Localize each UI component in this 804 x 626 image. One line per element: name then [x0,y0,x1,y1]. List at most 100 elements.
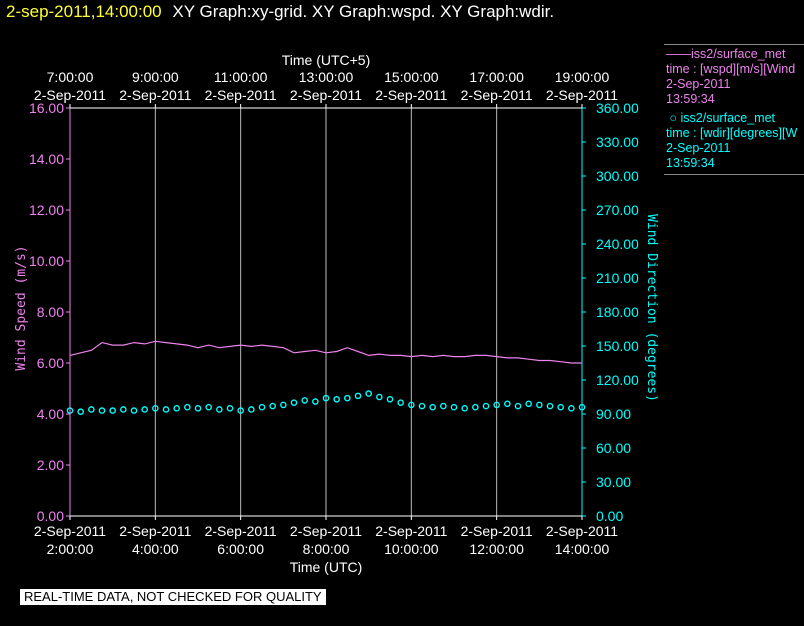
wind-direction-series [66,390,586,416]
left-tick-label: 0.00 [37,508,64,524]
right-tick-label: 300.00 [596,168,639,184]
bottom-tick-date: 2-Sep-2011 [546,523,618,539]
wind-direction-point [130,407,138,414]
wind-direction-point [333,395,340,403]
left-tick-label: 14.00 [29,151,64,167]
left-tick-label: 6.00 [37,355,64,371]
timestamp: 2-sep-2011,14:00:00 [6,2,162,21]
legend-date: 2-Sep-2011 [666,77,731,91]
right-tick-label: 120.00 [596,372,639,388]
wind-direction-point [226,405,234,412]
legend-wind-speed: ——iss2/surface_met time : [wspd][m/s][Wi… [664,44,804,107]
wind-direction-point [109,407,116,414]
top-tick-time: 15:00:00 [384,69,439,85]
wind-direction-point [120,406,127,413]
wind-direction-point [536,401,543,409]
right-tick-label: 270.00 [596,202,639,218]
wind-direction-point [258,403,266,411]
wind-speed-series [69,340,582,364]
top-tick-date: 2-Sep-2011 [34,87,106,103]
legend-date: 2-Sep-2011 [666,141,731,155]
bottom-tick-time: 4:00:00 [132,541,179,557]
left-tick-label: 8.00 [37,304,64,320]
legend-divider [664,174,804,175]
wind-direction-point [301,397,308,404]
top-tick-time: 17:00:00 [469,69,524,85]
bottom-tick-time: 10:00:00 [384,541,439,557]
legend-source: iss2/surface_met [691,47,786,61]
bottom-tick-time: 14:00:00 [555,541,610,557]
wind-direction-point [354,392,362,400]
legend-source: iss2/surface_met [680,111,776,125]
right-tick-label: 150.00 [596,338,639,354]
wind-speed-line [69,340,582,364]
wind-direction-point [525,400,532,408]
wind-direction-point [280,401,287,409]
wind-direction-point [248,406,255,413]
wind-direction-point [450,403,458,411]
legend-desc: time : [wspd][m/s][Wind [666,62,796,76]
left-tick-label: 2.00 [37,457,64,473]
wind-direction-point [461,405,468,412]
right-tick-label: 30.00 [596,474,631,490]
left-tick-label: 4.00 [37,406,64,422]
wind-direction-point [98,407,106,414]
wind-direction-point [568,405,575,412]
right-tick-label: 360.00 [596,100,639,116]
wind-direction-point [237,407,244,414]
bottom-tick-date: 2-Sep-2011 [461,523,533,539]
wind-direction-point [493,401,500,409]
wind-direction-point [216,406,223,413]
top-axis-label: Time (UTC+5) [282,52,371,68]
top-tick-date: 2-Sep-2011 [290,87,362,103]
legend-time: 13:59:34 [666,92,715,106]
quality-notice: REAL-TIME DATA, NOT CHECKED FOR QUALITY [20,589,326,605]
top-tick-date: 2-Sep-2011 [375,87,447,103]
left-tick-label: 12.00 [29,202,64,218]
bottom-tick-date: 2-Sep-2011 [375,523,447,539]
wind-direction-point [290,399,298,406]
wind-direction-point [429,403,436,411]
left-tick-label: 16.00 [29,100,64,116]
wind-direction-point [322,394,330,402]
wind-direction-point [546,402,554,410]
wind-direction-point [152,405,159,412]
wind-direction-point [77,408,84,416]
top-tick-time: 7:00:00 [47,69,94,85]
wind-direction-point [504,400,511,408]
wind-direction-point [440,402,447,410]
graph-titles: XY Graph:xy-grid. XY Graph:wspd. XY Grap… [172,2,555,21]
top-tick-date: 2-Sep-2011 [546,87,618,103]
top-tick-date: 2-Sep-2011 [205,87,277,103]
bottom-tick-date: 2-Sep-2011 [290,523,362,539]
top-tick-time: 11:00:00 [214,69,268,85]
wind-direction-point [482,402,490,410]
top-tick-date: 2-Sep-2011 [461,87,533,103]
top-tick-time: 19:00:00 [555,69,610,85]
wind-direction-point [418,402,426,410]
chart-header: 2-sep-2011,14:00:00 XY Graph:xy-grid. XY… [6,2,554,22]
wind-direction-point [386,395,394,403]
left-axis-label: Wind Speed (m/s) [14,245,29,370]
legend-desc: time : [wdir][degrees][W [666,126,798,140]
bottom-tick-time: 2:00:00 [47,541,94,557]
wind-direction-point [162,406,170,413]
legend-wind-direction: ○ iss2/surface_met time : [wdir][degrees… [664,111,804,171]
wind-direction-point [397,399,404,406]
bottom-tick-date: 2-Sep-2011 [34,523,106,539]
tick-labels: 0.00 2.00 4.00 6.00 8.00 10.00 12.00 14.00 16.00… [14,52,659,575]
bottom-tick-date: 2-Sep-2011 [205,523,277,539]
top-tick-date: 2-Sep-2011 [119,87,191,103]
bottom-tick-time: 8:00:00 [303,541,350,557]
bottom-tick-time: 12:00:00 [469,541,524,557]
left-tick-label: 10.00 [29,253,64,269]
bottom-tick-time: 6:00:00 [217,541,264,557]
bottom-tick-date: 2-Sep-2011 [119,523,191,539]
legend: ——iss2/surface_met time : [wspd][m/s][Wi… [664,44,804,175]
wind-direction-point [173,405,180,412]
top-tick-time: 13:00:00 [299,69,354,85]
wind-direction-point [376,393,383,401]
wind-direction-point [365,390,372,397]
top-tick-time: 9:00:00 [132,69,179,85]
